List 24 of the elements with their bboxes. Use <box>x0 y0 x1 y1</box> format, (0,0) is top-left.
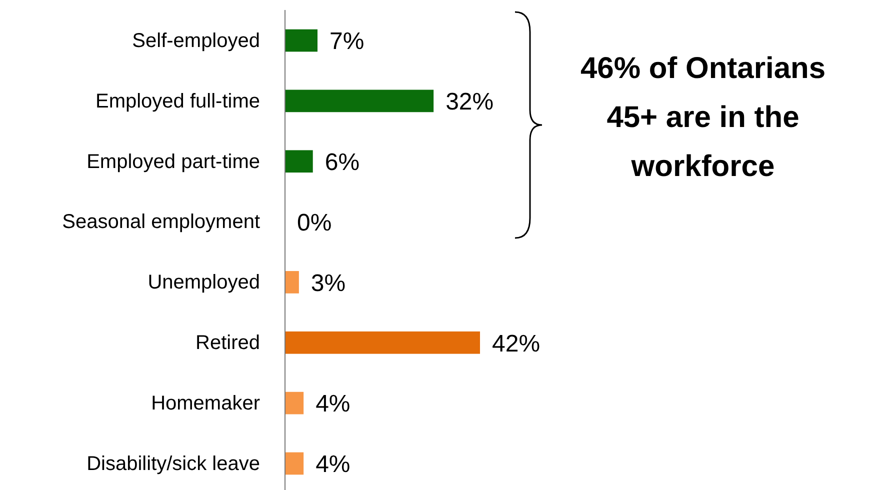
y-tick-label: Seasonal employment <box>62 211 260 234</box>
y-tick-label: Unemployed <box>148 272 260 294</box>
data-label: 4% <box>316 390 350 418</box>
data-label: 4% <box>316 451 350 478</box>
data-label: 7% <box>330 28 364 56</box>
y-tick-label: Retired <box>196 332 260 354</box>
data-label: 3% <box>310 270 346 297</box>
bar <box>285 90 434 112</box>
data-label: 6% <box>324 149 360 176</box>
y-tick-label: Employed full-time <box>95 90 260 112</box>
y-tick-label: Homemaker <box>151 392 260 414</box>
y-tick-label: Self-employed <box>132 30 260 52</box>
bar <box>285 452 304 475</box>
y-tick-label: Employed part-time <box>86 150 260 173</box>
bar <box>285 331 480 354</box>
text: 46% of Ontarians 45+ are in the workforce <box>580 52 826 183</box>
bar <box>285 150 313 173</box>
data-label: 0% <box>297 209 332 236</box>
data-label: 42% <box>492 330 540 358</box>
data-label: 32% <box>446 88 494 116</box>
y-tick-label: Disability/sick leave <box>86 452 260 475</box>
bar <box>285 271 299 294</box>
bar <box>285 392 304 414</box>
bar <box>285 29 318 52</box>
